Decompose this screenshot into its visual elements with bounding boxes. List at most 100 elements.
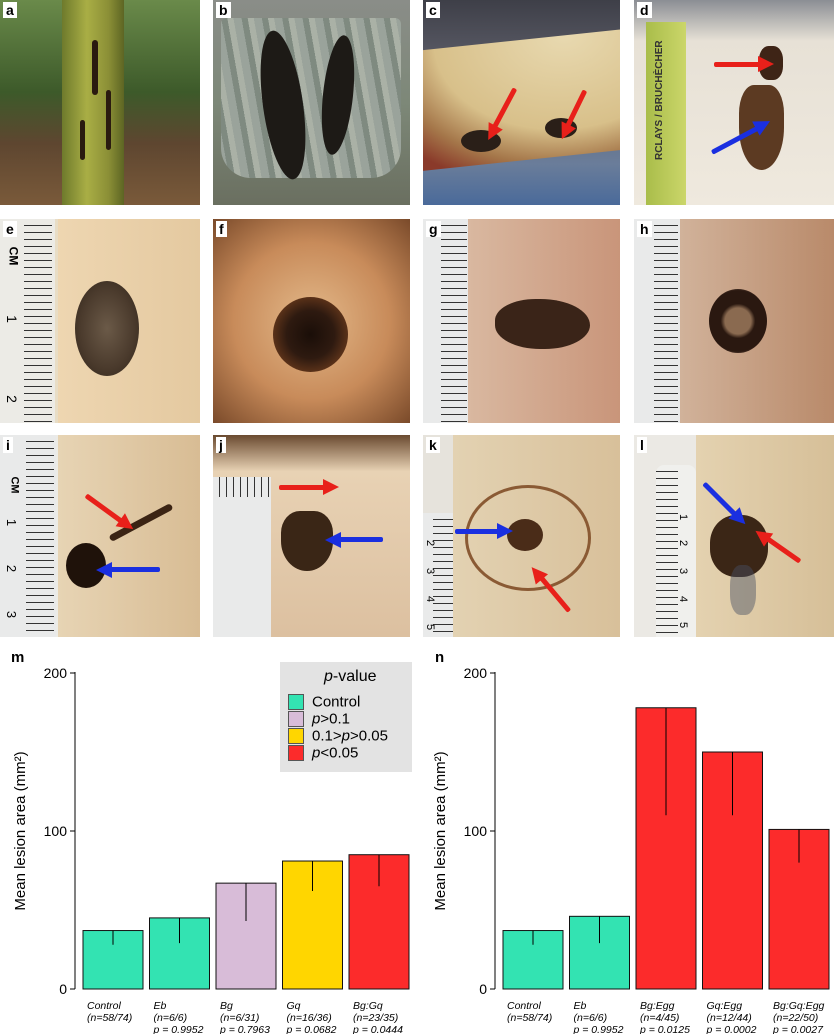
x-tick-label: Bg:Egg	[640, 1000, 675, 1012]
ruler	[0, 219, 55, 423]
p-value-label: p = 0.0444	[352, 1024, 403, 1034]
red-arrow-icon	[84, 493, 124, 524]
bleed-stain	[92, 40, 98, 95]
ruler-number: 3	[424, 567, 437, 575]
x-tick-label: Eb	[154, 1000, 167, 1012]
ruler-number: 4	[424, 595, 437, 603]
y-tick-label: 200	[464, 665, 488, 681]
blue-arrow-icon	[339, 537, 383, 542]
fungal-ring	[465, 485, 591, 591]
lesion-spot	[75, 281, 139, 376]
panel-label: m	[8, 650, 28, 666]
ruler-unit: CM	[6, 246, 21, 266]
blue-arrow-icon	[702, 481, 737, 517]
panel-label: i	[3, 437, 13, 453]
panel-label: h	[637, 221, 652, 237]
ruler-unit: CM	[8, 476, 21, 494]
photo-panel-b: b	[213, 0, 410, 205]
lesion-spot	[495, 299, 590, 349]
legend-label: Control	[312, 693, 361, 711]
bar-chart-n: 0 100 200 Mean lesion area (mm²) Control(n=5…	[432, 665, 830, 1034]
x-tick-label: Bg	[220, 1000, 233, 1012]
photo-panel-k: 2 3 4 5 k	[423, 435, 620, 637]
y-axis-title: Mean lesion area (mm²)	[432, 751, 449, 910]
bleed-stain	[106, 90, 111, 150]
panel-label: c	[426, 2, 440, 18]
x-tick-label: Control	[87, 1000, 122, 1012]
lesion-spot	[507, 519, 543, 551]
panel-label: e	[3, 221, 17, 237]
x-tick-label: Gq:Egg	[707, 1000, 743, 1012]
legend-label: 0.1>p>0.05	[312, 727, 388, 745]
panel-label: g	[426, 221, 441, 237]
red-arrow-icon	[279, 479, 339, 495]
ruler-number: 4	[677, 595, 690, 603]
panel-label: d	[637, 2, 652, 18]
p-value-label: p = 0.9952	[153, 1024, 204, 1034]
photo-panel-d: RCLAYS / BRUCHÈCHER d	[634, 0, 834, 205]
sample-size-label: (n=23/35)	[353, 1012, 398, 1024]
ruler-number: 1	[4, 518, 20, 527]
sample-size-label: (n=58/74)	[87, 1012, 132, 1024]
ruler	[656, 465, 696, 637]
photo-panel-c: c	[423, 0, 620, 205]
panel-label: n	[432, 650, 448, 666]
legend-label: p<0.05	[312, 744, 359, 762]
sample-size-label: (n=6/6)	[574, 1012, 608, 1024]
photo-panel-a: a	[0, 0, 200, 205]
y-tick-label: 0	[479, 981, 487, 997]
ruler-number: 2	[3, 395, 20, 403]
bleed-stain	[80, 120, 85, 160]
sample-size-label: (n=16/36)	[287, 1012, 332, 1024]
photo-panel-f: f	[213, 219, 410, 423]
panel-label: f	[216, 221, 227, 237]
panel-label: k	[426, 437, 440, 453]
red-arrow-icon	[765, 536, 802, 564]
photo-panel-l: 1 2 3 4 5 l	[634, 435, 834, 637]
legend-item: p<0.05	[288, 744, 359, 762]
p-value-label: p = 0.0002	[706, 1024, 757, 1034]
red-arrow-icon	[714, 56, 774, 72]
tree-trunk	[62, 0, 124, 205]
ruler-print: RCLAYS / BRUCHÈCHER	[654, 40, 668, 160]
legend-swatch	[288, 745, 304, 762]
legend-title-italic: p	[324, 668, 333, 685]
ruler	[423, 513, 453, 637]
ruler	[423, 219, 468, 423]
blue-arrow-icon	[455, 523, 513, 539]
panel-label: b	[216, 2, 231, 18]
ruler-number: 3	[4, 610, 20, 619]
ruler	[634, 219, 680, 423]
sample-size-label: (n=4/45)	[640, 1012, 679, 1024]
ruler	[646, 22, 686, 205]
x-tick-label: Control	[507, 1000, 542, 1012]
legend: p-value Control p>0.1 0.1>p>0.05 p<0.05	[280, 662, 412, 772]
x-tick-label: Bg:Gq	[353, 1000, 383, 1012]
ruler-number: 2	[424, 539, 437, 547]
y-tick-label: 200	[44, 665, 68, 681]
lesion-spot	[273, 297, 348, 372]
y-axis-title: Mean lesion area (mm²)	[12, 751, 29, 910]
sample-size-label: (n=58/74)	[507, 1012, 552, 1024]
ruler-number: 5	[424, 623, 437, 631]
ruler-number: 1	[3, 315, 20, 323]
photo-panel-e: CM 1 2 e	[0, 219, 200, 423]
y-tick-label: 100	[464, 823, 488, 839]
p-value-label: p = 0.7963	[219, 1024, 270, 1034]
bark-surface	[221, 18, 401, 178]
legend-swatch	[288, 711, 304, 728]
ruler-number: 5	[677, 621, 690, 629]
legend-item: p>0.1	[288, 711, 350, 728]
legend-title-rest: -value	[332, 668, 377, 685]
legend-item: 0.1>p>0.05	[288, 727, 388, 745]
p-value-label: p = 0.9952	[573, 1024, 624, 1034]
p-value-label: p = 0.0027	[772, 1024, 824, 1034]
x-tick-label: Eb	[574, 1000, 587, 1012]
stain-drip	[730, 565, 756, 615]
sample-size-label: (n=22/50)	[773, 1012, 818, 1024]
ruler	[213, 477, 271, 637]
y-tick-label: 0	[59, 981, 67, 997]
sample-size-label: (n=12/44)	[707, 1012, 752, 1024]
log-cross-section	[423, 27, 620, 173]
